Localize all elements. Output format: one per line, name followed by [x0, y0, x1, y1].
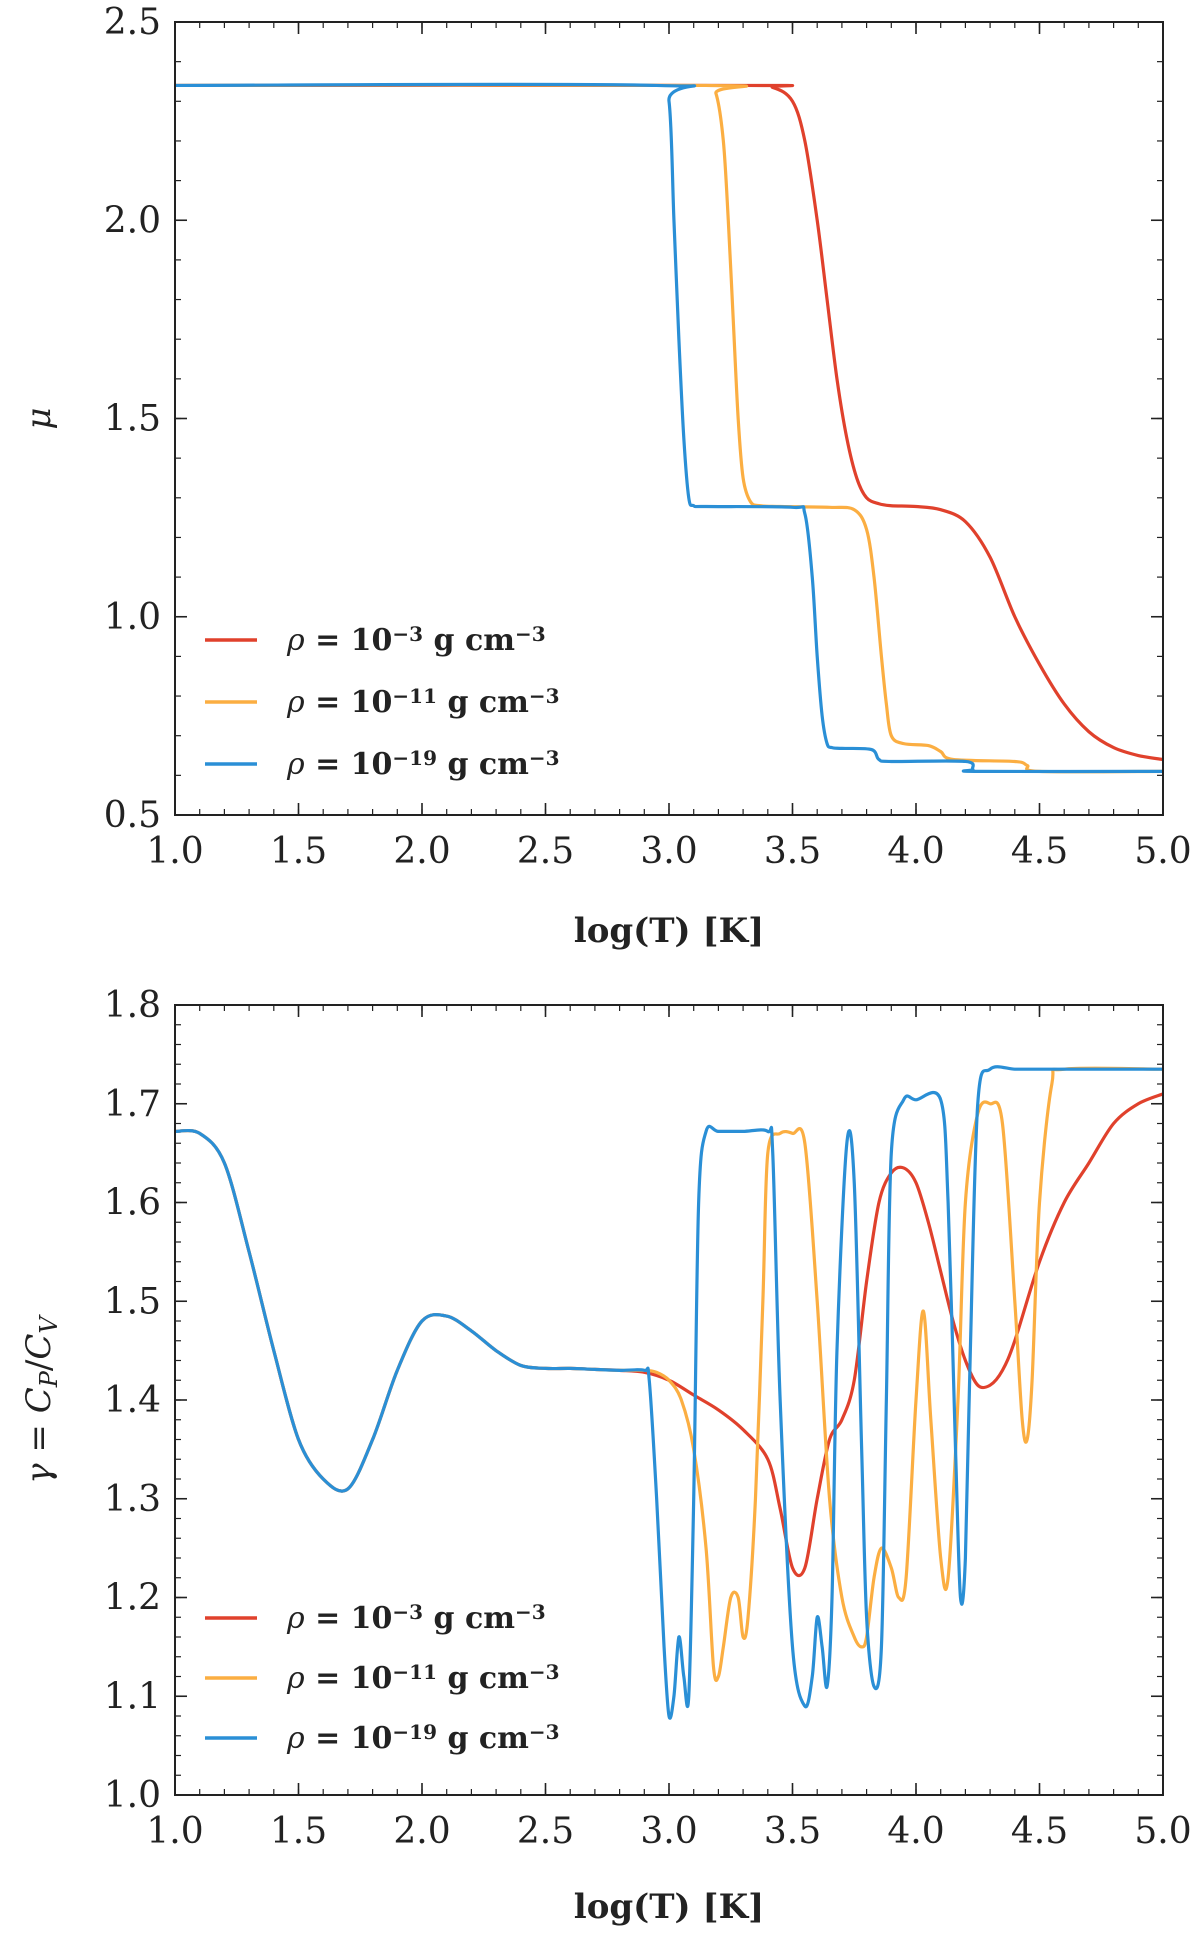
- series-line-1: [175, 1066, 1163, 1683]
- legend-item: ρ = 10−11 g cm−3: [205, 1660, 560, 1696]
- y-tick-label: 1.4: [104, 1380, 161, 1421]
- y-tick-label: 0.5: [104, 795, 161, 836]
- y-tick-label: 1.5: [104, 1281, 161, 1322]
- x-tick-label: 1.5: [270, 1811, 327, 1852]
- x-tick-label: 1.0: [146, 1811, 203, 1852]
- x-tick-label: 1.0: [146, 831, 203, 872]
- legend-label: ρ = 10−11 g cm−3: [286, 1660, 560, 1696]
- series-line-1: [175, 83, 1163, 774]
- x-tick-label: 4.0: [887, 1811, 944, 1852]
- legend-item: ρ = 10−3 g cm−3: [205, 622, 546, 658]
- x-tick-label: 4.0: [887, 831, 944, 872]
- series-line-2: [175, 82, 1163, 774]
- x-tick-label: 5.0: [1134, 1811, 1191, 1852]
- x-tick-label: 2.0: [393, 1811, 450, 1852]
- series-line-2: [175, 1065, 1163, 1720]
- legend-label: ρ = 10−11 g cm−3: [286, 684, 560, 720]
- x-tick-label: 2.5: [517, 1811, 574, 1852]
- x-tick-label: 4.5: [1011, 831, 1068, 872]
- y-tick-label: 1.2: [104, 1578, 161, 1619]
- legend-label: ρ = 10−3 g cm−3: [286, 1600, 546, 1636]
- y-tick-label: 1.5: [104, 399, 161, 440]
- x-tick-label: 1.5: [270, 831, 327, 872]
- legend-label: ρ = 10−19 g cm−3: [286, 746, 560, 782]
- y-tick-label: 2.0: [104, 200, 161, 241]
- chart-panel-bottom: 1.0 1.5 2.0 2.5 3.0 3.5 4.0 4.5 5.0 1.0 1.1 1.2 1.3 1…: [19, 985, 1192, 1927]
- x-axis-label: log(T) [K]: [574, 911, 764, 951]
- legend-item: ρ = 10−19 g cm−3: [205, 746, 560, 782]
- y-tick-label: 2.5: [104, 2, 161, 43]
- y-axis-label: γ = CP/CV: [19, 1314, 63, 1484]
- x-axis-label: log(T) [K]: [574, 1887, 764, 1927]
- legend-label: ρ = 10−19 g cm−3: [286, 1720, 560, 1756]
- y-tick-label: 1.0: [104, 1775, 161, 1816]
- y-tick-label: 1.8: [104, 985, 161, 1026]
- chart-panel-top: 1.0 1.5 2.0 2.5 3.0 3.5 4.0 4.5 5.00.51.01.52.02…: [19, 2, 1192, 951]
- series-line-0: [175, 1092, 1163, 1578]
- y-tick-label: 1.7: [104, 1084, 161, 1125]
- x-tick-label: 3.0: [640, 1811, 697, 1852]
- plot-area: [175, 1065, 1163, 1720]
- y-tick-label: 1.1: [104, 1676, 161, 1717]
- series-line-0: [175, 83, 1163, 762]
- legend-item: ρ = 10−3 g cm−3: [205, 1600, 546, 1636]
- y-tick-label: 1.0: [104, 597, 161, 638]
- legend-item: ρ = 10−11 g cm−3: [205, 684, 560, 720]
- y-tick-label: 1.3: [104, 1479, 161, 1520]
- x-tick-label: 3.5: [764, 831, 821, 872]
- x-tick-label: 3.0: [640, 831, 697, 872]
- y-axis-label: μ: [19, 407, 59, 429]
- x-tick-label: 5.0: [1134, 831, 1191, 872]
- legend-item: ρ = 10−19 g cm−3: [205, 1720, 560, 1756]
- y-tick-label: 1.6: [104, 1183, 161, 1224]
- x-tick-label: 2.0: [393, 831, 450, 872]
- plot-area: [175, 82, 1163, 774]
- x-tick-label: 3.5: [764, 1811, 821, 1852]
- x-tick-label: 4.5: [1011, 1811, 1068, 1852]
- legend-label: ρ = 10−3 g cm−3: [286, 622, 546, 658]
- x-tick-label: 2.5: [517, 831, 574, 872]
